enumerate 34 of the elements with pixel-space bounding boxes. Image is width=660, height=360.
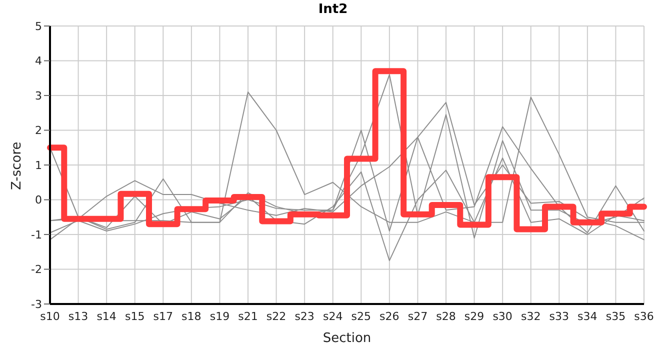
x-tick-label: s25 <box>351 310 372 323</box>
x-tick-label: s13 <box>68 310 88 323</box>
y-tick-label: 1 <box>35 158 42 172</box>
x-tick-label: s27 <box>408 310 428 323</box>
y-tick-label: 5 <box>35 20 42 33</box>
x-tick-label: s28 <box>436 310 456 323</box>
y-tick-label: 3 <box>35 89 42 102</box>
x-axis-title: Section <box>322 331 372 346</box>
x-tick-label: s36 <box>634 310 654 323</box>
x-tick-label: s17 <box>153 310 174 323</box>
x-tick-label: s34 <box>578 310 598 323</box>
x-tick-label: s24 <box>322 310 343 323</box>
x-tick-label: s21 <box>238 310 258 323</box>
x-tick-label: s26 <box>380 310 400 323</box>
x-tick-label: s22 <box>266 310 286 323</box>
x-tick-label: s15 <box>124 310 145 323</box>
y-tick-label: -1 <box>31 228 42 242</box>
x-tick-label: s30 <box>492 310 512 323</box>
x-tick-label: s10 <box>40 310 60 323</box>
y-tick-label: 0 <box>35 194 42 207</box>
y-tick-label: 2 <box>35 124 42 138</box>
chart-title: Int2 <box>317 2 349 19</box>
x-tick-label: s18 <box>182 310 202 323</box>
x-tick-label: s35 <box>606 310 626 323</box>
x-tick-label: s19 <box>210 310 230 323</box>
y-tick-label: -2 <box>31 263 42 276</box>
y-tick-label: -3 <box>31 298 42 311</box>
x-tick-label: s33 <box>549 310 570 323</box>
y-tick-label: 4 <box>35 54 42 68</box>
x-tick-label: s23 <box>294 310 314 323</box>
x-tick-label: s32 <box>520 310 541 323</box>
x-tick-label: s29 <box>464 310 484 323</box>
x-tick-label: s14 <box>96 310 116 323</box>
y-axis-title: Z-score <box>10 142 25 190</box>
